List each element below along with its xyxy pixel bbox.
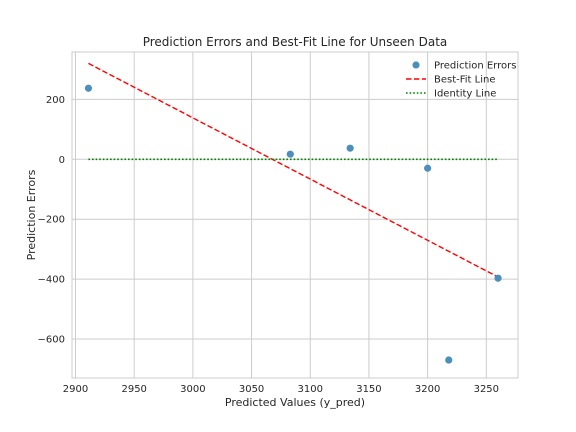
series-points <box>84 84 502 364</box>
y-tick-label: −400 <box>38 275 65 286</box>
y-tick-label: −200 <box>38 215 65 226</box>
x-tick-label: 2900 <box>63 384 88 395</box>
x-axis-label: Predicted Values (y_pred) <box>225 396 365 409</box>
x-tick-label: 3200 <box>415 384 440 395</box>
chart-title: Prediction Errors and Best-Fit Line for … <box>143 35 448 49</box>
x-tick-label: 3000 <box>180 384 205 395</box>
plot-frame <box>71 51 519 379</box>
prediction-error-point <box>84 84 93 92</box>
plot-background <box>72 52 518 378</box>
y-tick-label: 200 <box>46 95 65 106</box>
prediction-error-point <box>424 164 432 172</box>
prediction-error-point <box>346 144 354 152</box>
y-tick-label: −600 <box>38 335 65 346</box>
x-tick-label: 3100 <box>298 384 323 395</box>
tick-labels: 2900 2950 3000 3050 3100 3150 3200 3250 200 0 −200… <box>38 95 500 395</box>
x-tick-label: 3250 <box>474 384 499 395</box>
x-tick-label: 3050 <box>239 384 264 395</box>
prediction-error-point <box>286 150 294 158</box>
x-tick-label: 2950 <box>121 384 146 395</box>
legend-label: Best-Fit Line <box>434 75 496 86</box>
prediction-error-point <box>445 356 453 364</box>
legend-label: Identity Line <box>434 89 496 100</box>
legend: Prediction Errors Best-Fit Line Identity L… <box>406 61 516 100</box>
legend-marker-points <box>412 61 420 69</box>
y-axis-label: Prediction Errors <box>25 169 38 260</box>
legend-label: Prediction Errors <box>434 61 516 72</box>
best-fit-line <box>88 62 499 278</box>
y-tick-label: 0 <box>59 155 65 166</box>
x-tick-label: 3150 <box>356 384 381 395</box>
grid <box>72 52 518 378</box>
series-lines <box>88 62 499 278</box>
prediction-error-point <box>494 274 502 282</box>
